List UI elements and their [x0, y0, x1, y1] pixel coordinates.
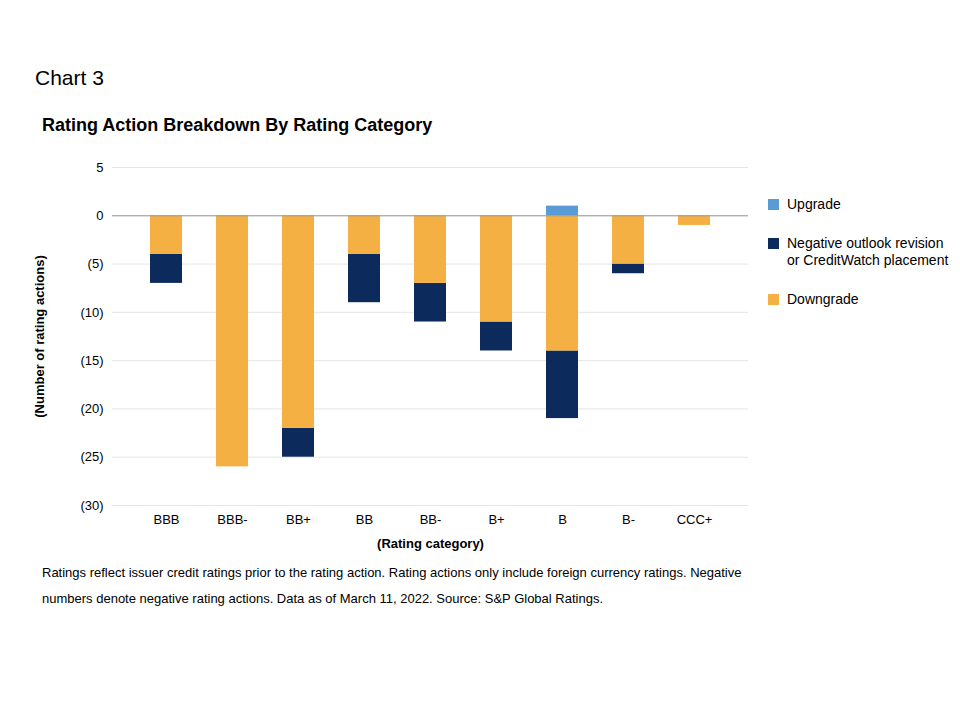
- html-text:Rating Action Breakdown By Rat: Rating Action Breakdown By Rating Catego…: [42, 115, 433, 135]
- svg-text:(10): (10): [80, 305, 103, 320]
- svg-text:BB-: BB-: [420, 512, 442, 527]
- svg-text:B: B: [558, 512, 567, 527]
- svg-text:(Number of rating actions): (Number of rating actions): [32, 255, 47, 418]
- svg-text:B+: B+: [488, 512, 504, 527]
- svg-text:(30): (30): [80, 498, 103, 513]
- html-text:Negative outlook revision or C: Negative outlook revision or CreditWatch…: [787, 235, 949, 268]
- svg-text:B-: B-: [622, 512, 635, 527]
- svg-text:BBB-: BBB-: [217, 512, 247, 527]
- svg-text:BB: BB: [356, 512, 373, 527]
- svg-text:(25): (25): [80, 449, 103, 464]
- svg-text:0: 0: [96, 208, 103, 223]
- html-text:Chart 3: Chart 3: [35, 66, 104, 89]
- svg-text:(Rating category): (Rating category): [377, 536, 484, 551]
- html-text:Ratings reflect issuer credit: Ratings reflect issuer credit ratings pr…: [42, 565, 742, 606]
- svg-text:(5): (5): [88, 256, 104, 271]
- svg-text:CCC+: CCC+: [677, 512, 713, 527]
- html-text:Upgrade: Upgrade: [787, 196, 841, 212]
- svg-text:BBB: BBB: [153, 512, 179, 527]
- svg-text:5: 5: [96, 160, 103, 175]
- svg-text:BB+: BB+: [286, 512, 311, 527]
- html-text:Downgrade: Downgrade: [787, 291, 859, 307]
- svg-text:(20): (20): [80, 401, 103, 416]
- svg-text:(15): (15): [80, 353, 103, 368]
